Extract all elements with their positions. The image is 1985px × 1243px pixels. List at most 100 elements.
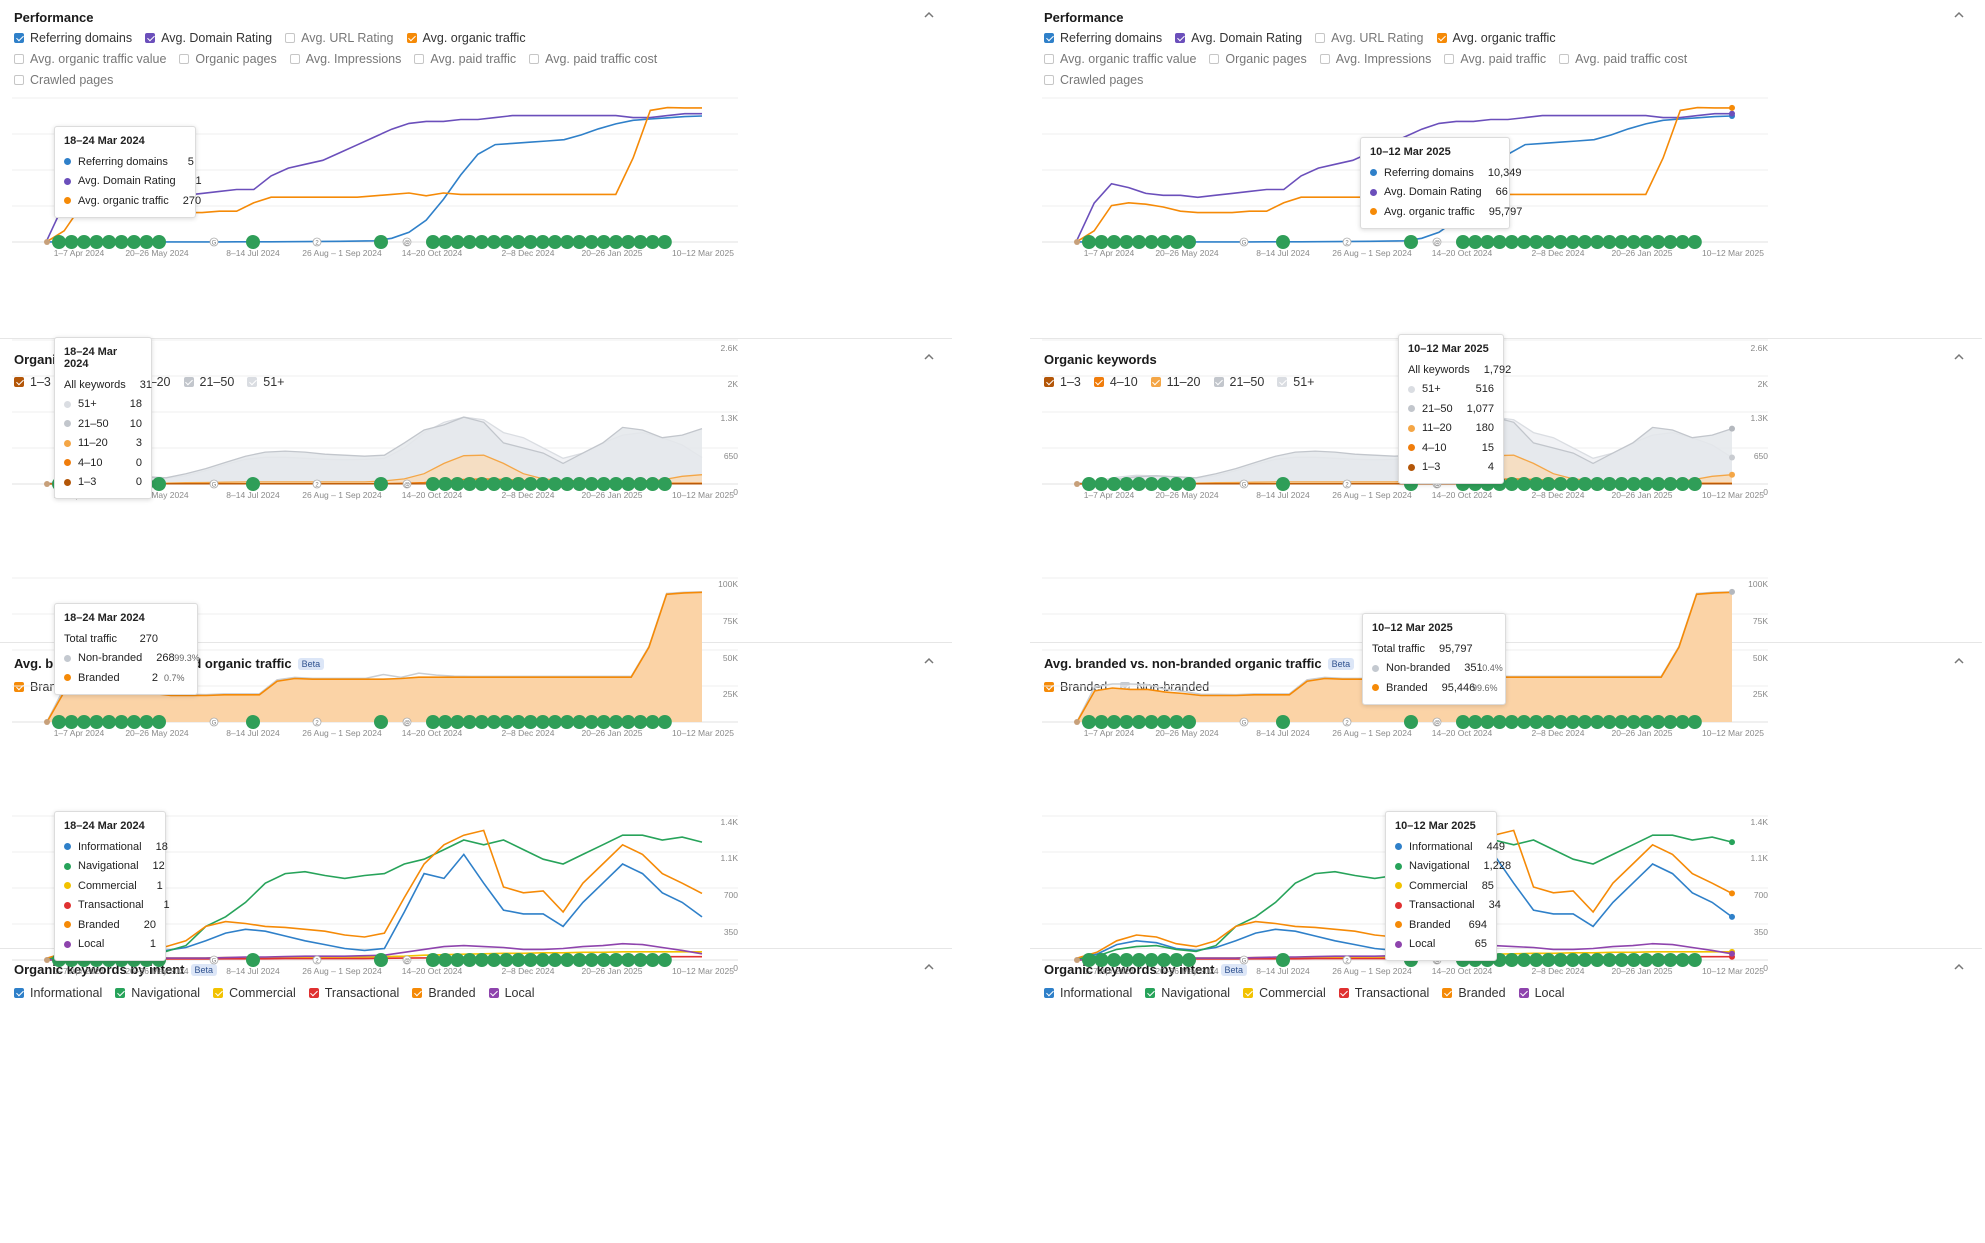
event-marker[interactable] xyxy=(77,715,91,729)
legend-checkbox-organic-pages[interactable]: Organic pages xyxy=(1209,52,1307,66)
annotation-marker[interactable] xyxy=(402,237,412,247)
annotation-marker[interactable] xyxy=(209,479,219,489)
event-marker[interactable] xyxy=(1517,235,1531,249)
annotation-marker[interactable] xyxy=(312,717,322,727)
event-marker[interactable] xyxy=(596,715,611,729)
event-marker[interactable] xyxy=(1651,715,1666,729)
event-marker[interactable] xyxy=(523,953,538,967)
event-marker[interactable] xyxy=(1094,235,1109,249)
event-marker[interactable] xyxy=(596,477,611,491)
event-marker[interactable] xyxy=(1107,477,1121,491)
event-marker[interactable] xyxy=(1529,477,1544,491)
event-marker[interactable] xyxy=(1468,715,1483,729)
annotation-marker[interactable] xyxy=(209,717,219,727)
event-marker[interactable] xyxy=(523,477,538,491)
checkbox[interactable] xyxy=(1559,54,1570,64)
chevron-up-icon[interactable] xyxy=(922,8,936,22)
event-marker[interactable] xyxy=(1182,235,1196,249)
annotation-marker[interactable] xyxy=(402,955,412,965)
event-marker[interactable] xyxy=(487,477,501,491)
checkbox[interactable] xyxy=(14,54,24,64)
event-marker[interactable] xyxy=(127,235,141,249)
event-marker[interactable] xyxy=(1107,235,1121,249)
event-marker[interactable] xyxy=(511,715,526,729)
event-marker[interactable] xyxy=(1492,235,1507,249)
event-marker[interactable] xyxy=(1541,953,1556,967)
event-marker[interactable] xyxy=(1132,235,1146,249)
event-marker[interactable] xyxy=(1276,715,1290,729)
event-marker[interactable] xyxy=(584,715,599,729)
event-marker[interactable] xyxy=(1639,235,1653,249)
checkbox[interactable] xyxy=(14,75,24,85)
event-marker[interactable] xyxy=(1169,477,1184,491)
event-marker[interactable] xyxy=(548,477,562,491)
event-marker[interactable] xyxy=(450,715,465,729)
event-marker[interactable] xyxy=(487,235,501,249)
event-marker[interactable] xyxy=(657,477,672,491)
event-marker[interactable] xyxy=(1541,235,1556,249)
event-marker[interactable] xyxy=(1687,953,1702,967)
event-marker[interactable] xyxy=(1529,953,1544,967)
checkbox[interactable] xyxy=(14,33,24,43)
checkbox[interactable] xyxy=(1209,54,1220,64)
event-marker[interactable] xyxy=(1626,953,1641,967)
legend-checkbox-avg-organic-traffic[interactable]: Avg. organic traffic xyxy=(406,31,526,45)
checkbox[interactable] xyxy=(1150,377,1161,387)
checkbox[interactable] xyxy=(1444,54,1455,64)
event-marker[interactable] xyxy=(1132,715,1146,729)
annotation-marker[interactable] xyxy=(1342,955,1352,965)
legend-checkbox-21-50[interactable]: 21–50 xyxy=(1213,375,1264,389)
event-marker[interactable] xyxy=(596,235,611,249)
checkbox[interactable] xyxy=(529,54,540,64)
checkbox[interactable] xyxy=(1243,988,1254,998)
event-marker[interactable] xyxy=(438,477,453,491)
event-marker[interactable] xyxy=(1456,715,1470,729)
event-marker[interactable] xyxy=(1590,953,1605,967)
event-marker[interactable] xyxy=(152,477,166,491)
event-marker[interactable] xyxy=(438,953,453,967)
event-marker[interactable] xyxy=(645,953,660,967)
event-marker[interactable] xyxy=(523,715,538,729)
event-marker[interactable] xyxy=(1144,953,1159,967)
checkbox[interactable] xyxy=(183,377,194,387)
checkbox[interactable] xyxy=(1319,54,1330,64)
legend-checkbox-1-3[interactable]: 1–3 xyxy=(1044,375,1081,389)
event-marker[interactable] xyxy=(1541,477,1556,491)
legend-checkbox-avg-url-rating[interactable]: Avg. URL Rating xyxy=(1315,31,1424,45)
event-marker[interactable] xyxy=(102,715,116,729)
event-marker[interactable] xyxy=(1182,953,1196,967)
event-marker[interactable] xyxy=(1663,953,1678,967)
annotation-marker[interactable] xyxy=(1239,237,1249,247)
event-marker[interactable] xyxy=(1182,477,1196,491)
annotation-marker[interactable] xyxy=(1239,717,1249,727)
event-marker[interactable] xyxy=(572,477,587,491)
event-marker[interactable] xyxy=(535,235,550,249)
legend-checkbox-avg-url-rating[interactable]: Avg. URL Rating xyxy=(285,31,394,45)
event-marker[interactable] xyxy=(560,235,575,249)
event-marker[interactable] xyxy=(246,953,260,967)
event-marker[interactable] xyxy=(450,477,465,491)
event-marker[interactable] xyxy=(1119,235,1134,249)
event-marker[interactable] xyxy=(511,953,526,967)
event-marker[interactable] xyxy=(1094,715,1109,729)
event-marker[interactable] xyxy=(438,235,453,249)
event-marker[interactable] xyxy=(609,235,623,249)
event-marker[interactable] xyxy=(246,235,260,249)
event-marker[interactable] xyxy=(499,715,514,729)
legend-checkbox-avg-organic-traffic[interactable]: Avg. organic traffic xyxy=(1436,31,1556,45)
event-marker[interactable] xyxy=(499,953,514,967)
event-marker[interactable] xyxy=(584,953,599,967)
chevron-up-icon[interactable] xyxy=(922,350,936,364)
legend-checkbox-1-3[interactable]: 1–3 xyxy=(14,375,51,389)
checkbox[interactable] xyxy=(14,682,24,692)
annotation-marker[interactable] xyxy=(312,479,322,489)
checkbox[interactable] xyxy=(412,988,423,998)
event-marker[interactable] xyxy=(374,715,388,729)
event-marker[interactable] xyxy=(535,715,550,729)
event-marker[interactable] xyxy=(462,953,477,967)
checkbox[interactable] xyxy=(414,54,425,64)
event-marker[interactable] xyxy=(633,477,648,491)
event-marker[interactable] xyxy=(438,715,453,729)
event-marker[interactable] xyxy=(1492,715,1507,729)
checkbox[interactable] xyxy=(1044,54,1054,64)
